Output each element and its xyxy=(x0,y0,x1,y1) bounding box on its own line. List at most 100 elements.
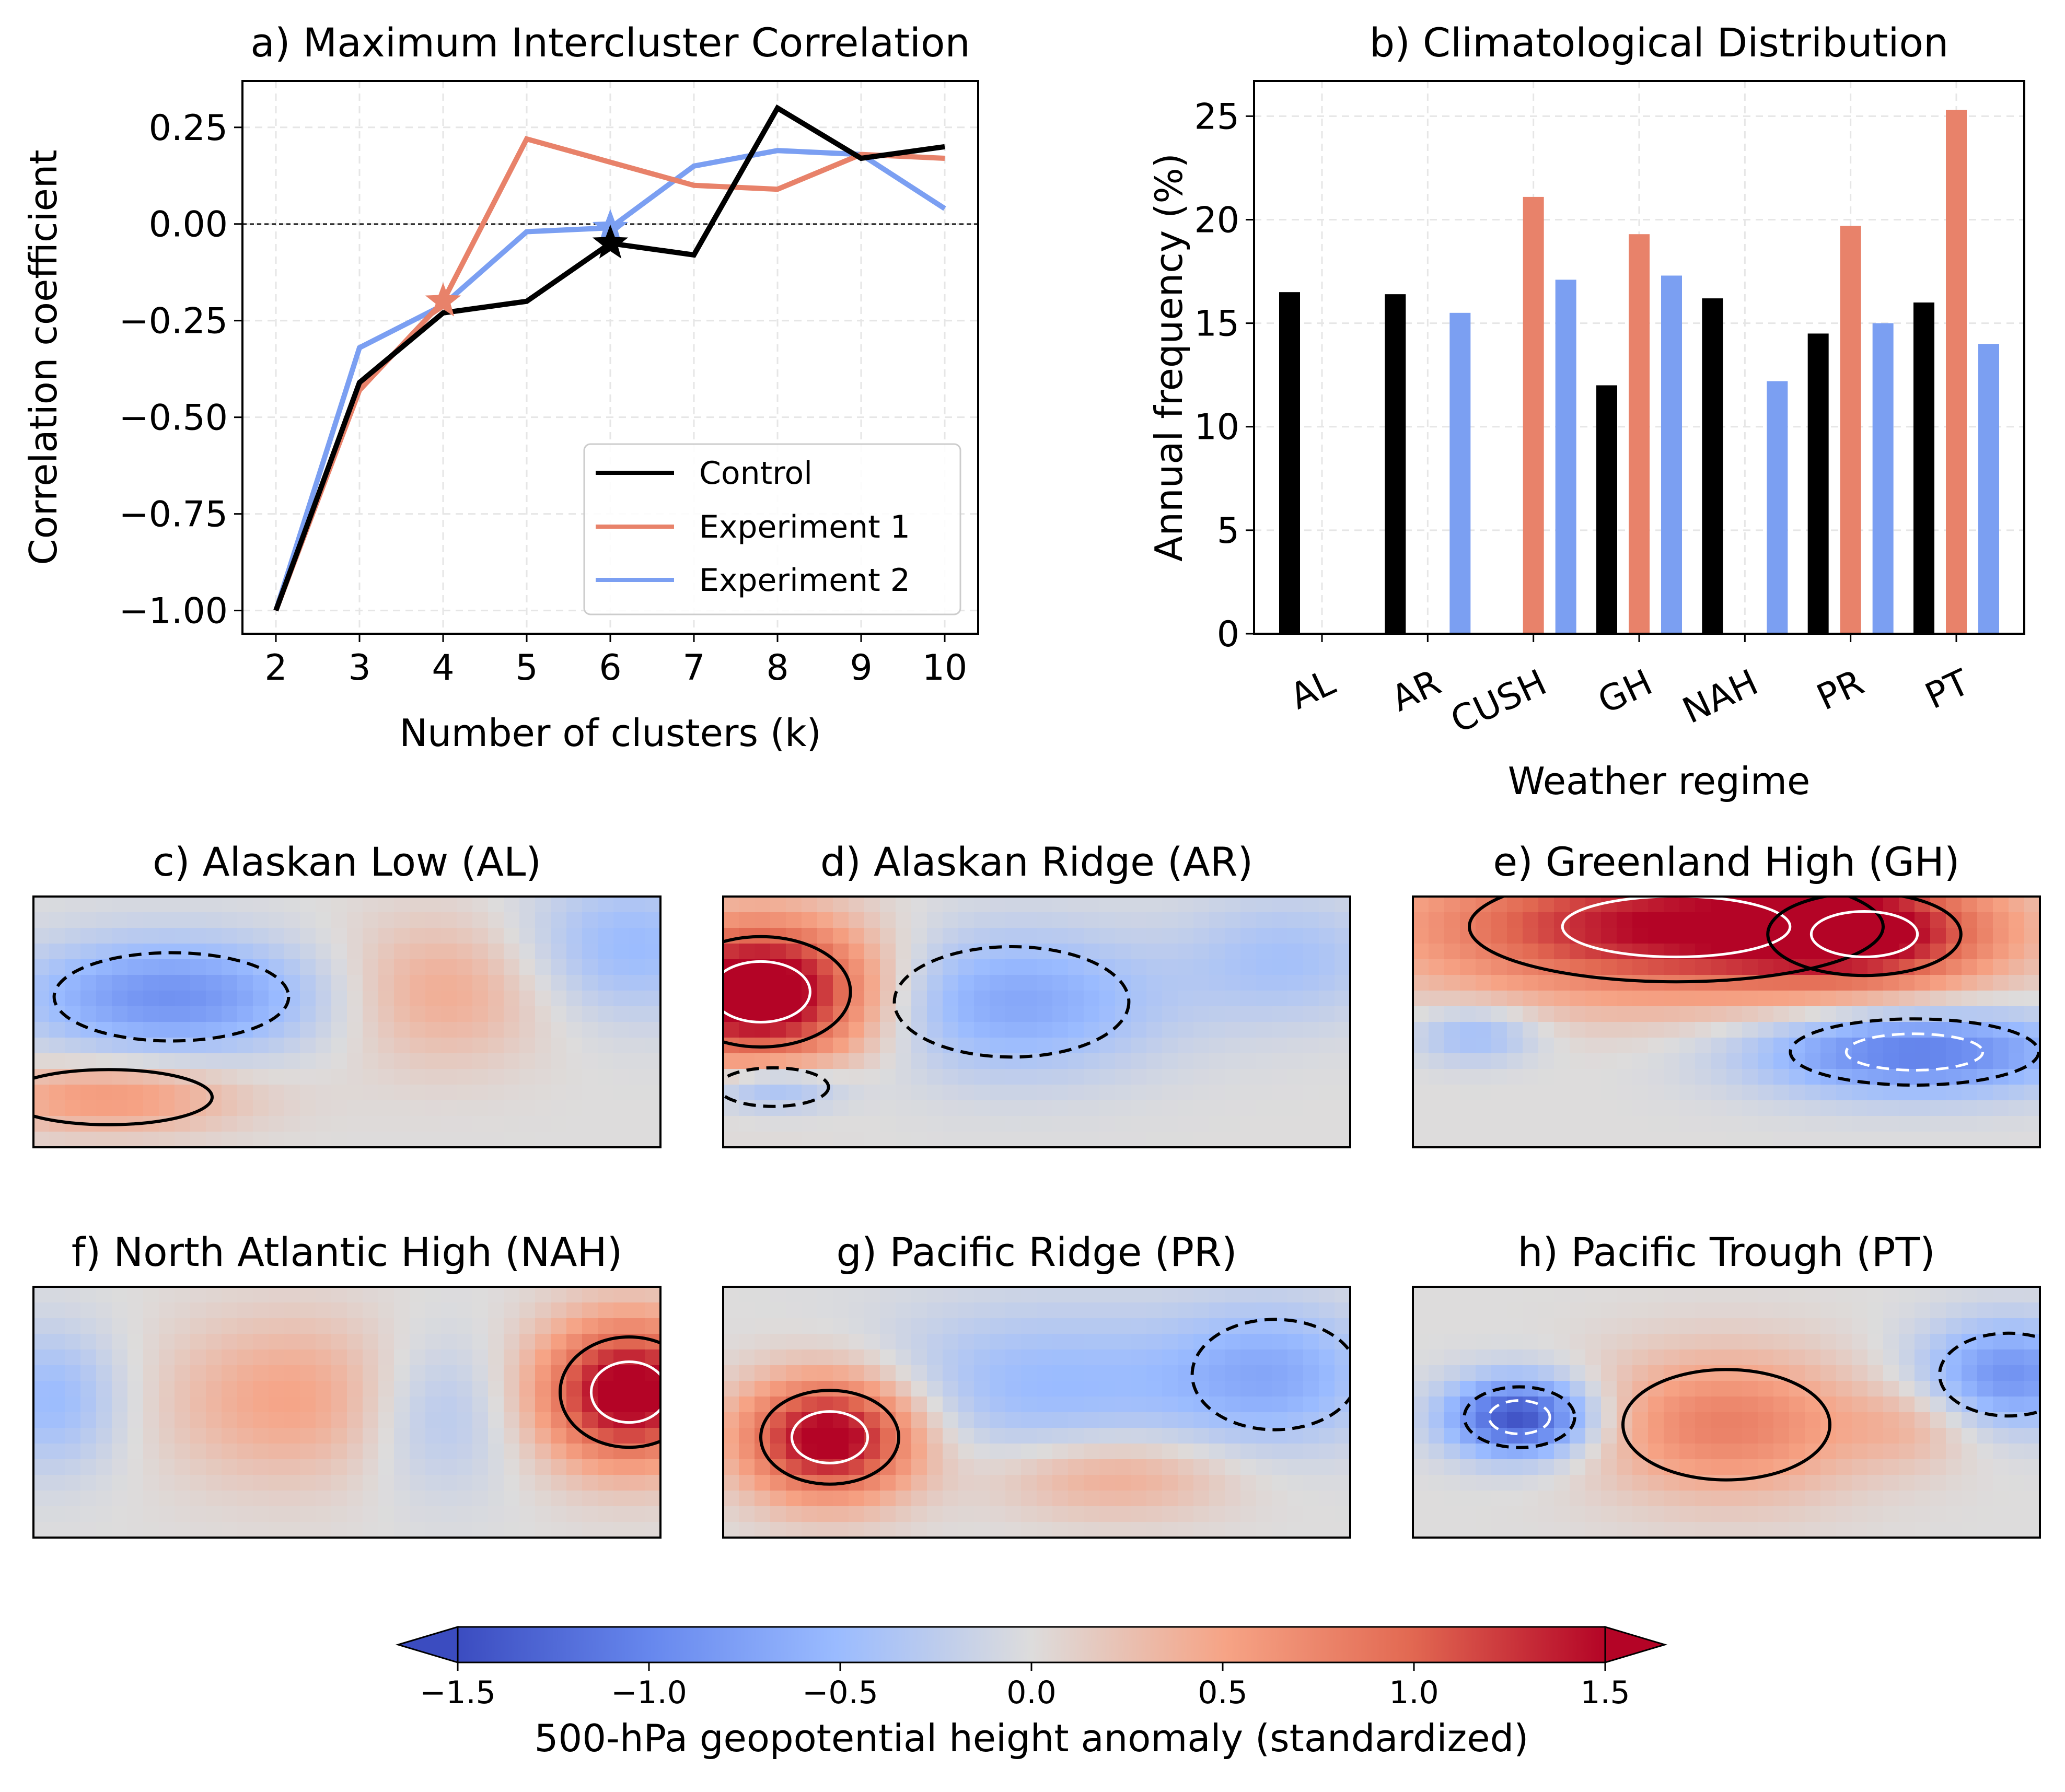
anomaly-cell xyxy=(1225,944,1241,960)
anomaly-cell xyxy=(1664,1085,1680,1101)
anomaly-cell xyxy=(1272,928,1288,944)
anomaly-cell xyxy=(1648,1365,1664,1381)
contours xyxy=(723,935,1131,1108)
anomaly-cell xyxy=(1162,1053,1178,1069)
anomaly-cell xyxy=(1037,1069,1053,1085)
anomaly-cell xyxy=(1162,912,1178,928)
anomaly-cell xyxy=(127,912,144,928)
anomaly-cell xyxy=(1335,1085,1350,1101)
anomaly-cell xyxy=(833,1100,849,1116)
anomaly-cell xyxy=(1867,959,1884,975)
anomaly-cell xyxy=(394,912,410,928)
anomaly-cell xyxy=(394,1459,410,1475)
anomaly-cell xyxy=(1178,1475,1194,1491)
anomaly-cell xyxy=(849,1085,865,1101)
anomaly-cell xyxy=(1664,1038,1680,1054)
anomaly-cell xyxy=(1867,1381,1884,1397)
anomaly-cell xyxy=(1930,912,1946,928)
anomaly-cell xyxy=(1915,1444,1931,1460)
anomaly-cell xyxy=(1476,1318,1492,1334)
anomaly-cell xyxy=(472,991,489,1007)
anomaly-cell xyxy=(551,1100,567,1116)
anomaly-cell xyxy=(1632,1006,1649,1022)
anomaly-cell xyxy=(1429,991,1445,1007)
anomaly-cell xyxy=(1084,1444,1100,1460)
anomaly-cell xyxy=(300,975,316,991)
anomaly-cell xyxy=(488,1069,504,1085)
anomaly-cell xyxy=(1899,1053,1915,1069)
anomaly-cell xyxy=(1805,975,1821,991)
anomaly-cell xyxy=(1946,1287,1962,1303)
anomaly-cell xyxy=(896,1318,912,1334)
anomaly-cell xyxy=(1005,959,1022,975)
anomaly-cell xyxy=(1570,1318,1586,1334)
anomaly-cell xyxy=(1413,1412,1429,1428)
anomaly-cell xyxy=(1146,1522,1163,1538)
anomaly-cell xyxy=(1711,1381,1727,1397)
anomaly-cell xyxy=(1115,1365,1131,1381)
anomaly-cell xyxy=(817,1522,833,1538)
anomaly-cell xyxy=(504,1100,520,1116)
bar-control-nah xyxy=(1702,298,1723,634)
anomaly-cell xyxy=(1664,1381,1680,1397)
anomaly-cell xyxy=(1131,1069,1147,1085)
anomaly-cell xyxy=(378,1069,395,1085)
anomaly-cell xyxy=(1225,1349,1241,1366)
anomaly-cell xyxy=(2024,1428,2040,1444)
anomaly-cell xyxy=(1162,975,1178,991)
anomaly-cell xyxy=(1836,1006,1852,1022)
anomaly-cell xyxy=(410,1038,426,1054)
anomaly-cell xyxy=(1711,1302,1727,1319)
anomaly-cell xyxy=(1867,1459,1884,1475)
anomaly-cell xyxy=(974,897,990,913)
anomaly-cell xyxy=(1883,1428,1899,1444)
anomaly-cell xyxy=(1335,1428,1350,1444)
anomaly-cell xyxy=(1068,959,1084,975)
anomaly-cell xyxy=(112,1381,128,1397)
anomaly-cell xyxy=(410,991,426,1007)
anomaly-cell xyxy=(1429,1302,1445,1319)
anomaly-cell xyxy=(33,1085,50,1101)
anomaly-cell xyxy=(1084,1522,1100,1538)
anomaly-cell xyxy=(331,1038,347,1054)
anomaly-cell xyxy=(1099,944,1116,960)
anomaly-cell xyxy=(1648,1085,1664,1101)
anomaly-cell xyxy=(1523,1053,1539,1069)
anomaly-cell xyxy=(159,1022,175,1038)
anomaly-cell xyxy=(1977,1318,1993,1334)
anomaly-cell xyxy=(1915,1459,1931,1475)
anomaly-cell xyxy=(1303,1444,1319,1460)
anomaly-cell xyxy=(316,928,332,944)
anomaly-cell xyxy=(1444,1334,1460,1350)
anomaly-cell xyxy=(1429,1397,1445,1413)
anomaly-cell xyxy=(1805,1349,1821,1366)
anomaly-cell xyxy=(284,1412,300,1428)
anomaly-cell xyxy=(96,928,112,944)
anomaly-cell xyxy=(1460,1349,1476,1366)
anomaly-cell xyxy=(316,1334,332,1350)
anomaly-cell xyxy=(1538,1318,1554,1334)
anomaly-cell xyxy=(378,1287,395,1303)
anomaly-cell xyxy=(582,1302,598,1319)
anomaly-cell xyxy=(49,944,65,960)
anomaly-cell xyxy=(1852,1053,1868,1069)
anomaly-cell xyxy=(1570,1381,1586,1397)
anomaly-cell xyxy=(1632,1522,1649,1538)
anomaly-cell xyxy=(755,944,771,960)
anomaly-cell xyxy=(1758,1053,1774,1069)
anomaly-cell xyxy=(519,897,536,913)
anomaly-cell xyxy=(1538,1287,1554,1303)
map-frame xyxy=(32,1286,662,1539)
anomaly-cell xyxy=(1335,1318,1350,1334)
anomaly-cell xyxy=(1444,1428,1460,1444)
anomaly-cell xyxy=(1413,1475,1429,1491)
anomaly-cell xyxy=(394,1132,410,1147)
anomaly-cell xyxy=(1805,1491,1821,1507)
anomaly-cell xyxy=(1099,1318,1116,1334)
anomaly-cell xyxy=(1115,1412,1131,1428)
anomaly-cell xyxy=(363,1475,379,1491)
anomaly-cell xyxy=(2024,944,2040,960)
anomaly-cell xyxy=(1021,1459,1037,1475)
panel-b-xtick-label: GH xyxy=(1592,662,1658,722)
anomaly-cell xyxy=(519,1412,536,1428)
